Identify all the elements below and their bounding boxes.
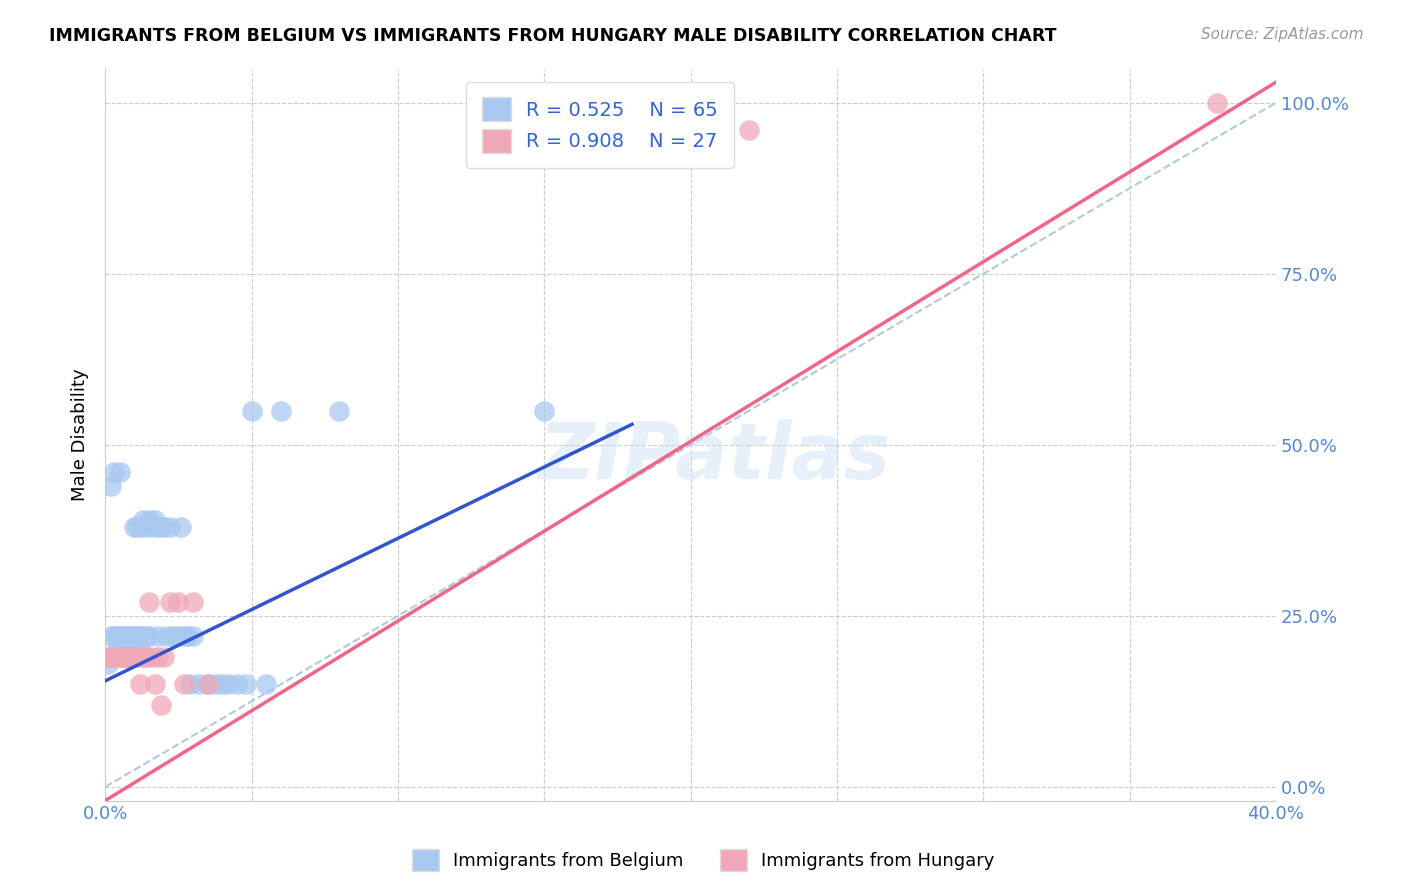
Point [124, 636, 146, 650]
Point [173, 677, 195, 691]
Point [127, 629, 149, 643]
Point [111, 636, 134, 650]
Point [124, 649, 146, 664]
Point [135, 520, 157, 534]
Point [117, 649, 139, 664]
Point [1206, 95, 1229, 110]
Point [533, 403, 555, 417]
Point [141, 520, 163, 534]
Point [149, 520, 172, 534]
Point [111, 643, 134, 657]
Point [205, 677, 228, 691]
Point [108, 629, 131, 643]
Point [138, 513, 160, 527]
Point [132, 513, 155, 527]
Point [100, 629, 122, 643]
Point [132, 629, 155, 643]
Point [146, 649, 169, 664]
Point [121, 643, 143, 657]
Point [738, 123, 761, 137]
Point [138, 629, 160, 643]
Point [217, 677, 239, 691]
Point [121, 649, 143, 664]
Point [159, 520, 181, 534]
Point [100, 479, 122, 493]
Point [100, 649, 122, 664]
Point [117, 629, 139, 643]
Point [103, 649, 125, 664]
Point [143, 513, 166, 527]
Point [129, 677, 152, 691]
Point [226, 677, 249, 691]
Point [114, 629, 136, 643]
Point [240, 403, 263, 417]
Point [187, 677, 209, 691]
Point [129, 629, 152, 643]
Point [159, 595, 181, 609]
Point [170, 520, 193, 534]
Point [197, 677, 219, 691]
Point [124, 649, 146, 664]
Y-axis label: Male Disability: Male Disability [72, 368, 89, 501]
Point [111, 649, 134, 664]
Point [254, 677, 277, 691]
Text: IMMIGRANTS FROM BELGIUM VS IMMIGRANTS FROM HUNGARY MALE DISABILITY CORRELATION C: IMMIGRANTS FROM BELGIUM VS IMMIGRANTS FR… [49, 27, 1057, 45]
Point [111, 629, 134, 643]
Point [270, 403, 292, 417]
Point [138, 595, 160, 609]
Point [152, 649, 174, 664]
Point [108, 649, 131, 664]
Point [132, 649, 155, 664]
Point [167, 629, 190, 643]
Point [176, 629, 198, 643]
Point [146, 520, 169, 534]
Point [235, 677, 257, 691]
Point [124, 520, 146, 534]
Point [127, 649, 149, 664]
Point [328, 403, 350, 417]
Point [197, 677, 219, 691]
Point [121, 629, 143, 643]
Point [141, 649, 163, 664]
Point [127, 520, 149, 534]
Point [135, 649, 157, 664]
Point [179, 677, 201, 691]
Point [97, 649, 120, 664]
Legend: Immigrants from Belgium, Immigrants from Hungary: Immigrants from Belgium, Immigrants from… [405, 842, 1001, 879]
Point [173, 629, 195, 643]
Point [135, 629, 157, 643]
Point [167, 595, 190, 609]
Point [129, 520, 152, 534]
Point [114, 649, 136, 664]
Point [149, 698, 172, 712]
Point [181, 629, 204, 643]
Point [152, 520, 174, 534]
Point [103, 629, 125, 643]
Point [114, 649, 136, 664]
Point [181, 595, 204, 609]
Legend: R = 0.525    N = 65, R = 0.908    N = 27: R = 0.525 N = 65, R = 0.908 N = 27 [467, 82, 734, 169]
Point [156, 629, 179, 643]
Point [117, 643, 139, 657]
Text: ZIPatlas: ZIPatlas [538, 418, 890, 494]
Point [211, 677, 233, 691]
Point [105, 643, 128, 657]
Point [124, 629, 146, 643]
Point [146, 629, 169, 643]
Point [129, 643, 152, 657]
Point [108, 629, 131, 643]
Text: Source: ZipAtlas.com: Source: ZipAtlas.com [1201, 27, 1364, 42]
Point [111, 649, 134, 664]
Point [121, 649, 143, 664]
Point [108, 465, 131, 479]
Point [143, 677, 166, 691]
Point [105, 629, 128, 643]
Point [117, 649, 139, 664]
Point [103, 465, 125, 479]
Point [162, 629, 184, 643]
Point [114, 643, 136, 657]
Point [97, 657, 120, 671]
Point [105, 649, 128, 664]
